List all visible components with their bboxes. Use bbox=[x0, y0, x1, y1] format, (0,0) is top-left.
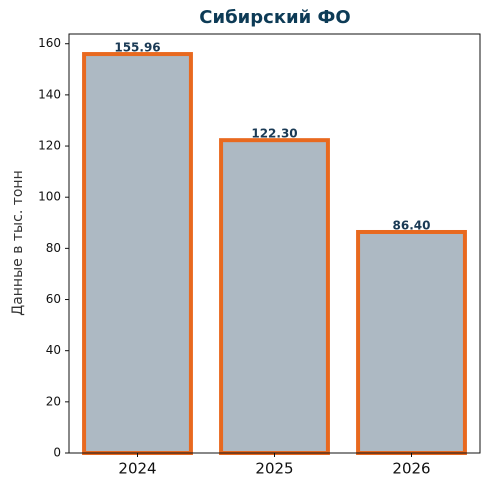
y-tick-label: 20 bbox=[46, 394, 61, 408]
y-tick-label: 160 bbox=[38, 36, 61, 50]
value-label: 86.40 bbox=[393, 218, 431, 232]
bar bbox=[82, 52, 193, 456]
x-tick-label: 2024 bbox=[118, 460, 156, 478]
y-tick-label: 60 bbox=[46, 292, 61, 306]
chart-title: Сибирский ФО bbox=[199, 7, 350, 28]
y-tick-label: 80 bbox=[46, 241, 61, 255]
y-tick-label: 40 bbox=[46, 343, 61, 357]
y-tick-label: 100 bbox=[38, 190, 61, 204]
y-tick-label: 0 bbox=[53, 446, 61, 460]
bar bbox=[356, 229, 467, 455]
y-tick-label: 120 bbox=[38, 139, 61, 153]
value-label: 155.96 bbox=[114, 41, 160, 55]
y-tick-label: 140 bbox=[38, 87, 61, 101]
plot-frame bbox=[68, 33, 481, 454]
value-label: 122.30 bbox=[251, 127, 297, 141]
x-tick-label: 2025 bbox=[255, 460, 293, 478]
y-axis-label: Данные в тыс. тонн bbox=[10, 170, 26, 315]
bar bbox=[219, 138, 330, 456]
x-tick-label: 2026 bbox=[392, 460, 430, 478]
